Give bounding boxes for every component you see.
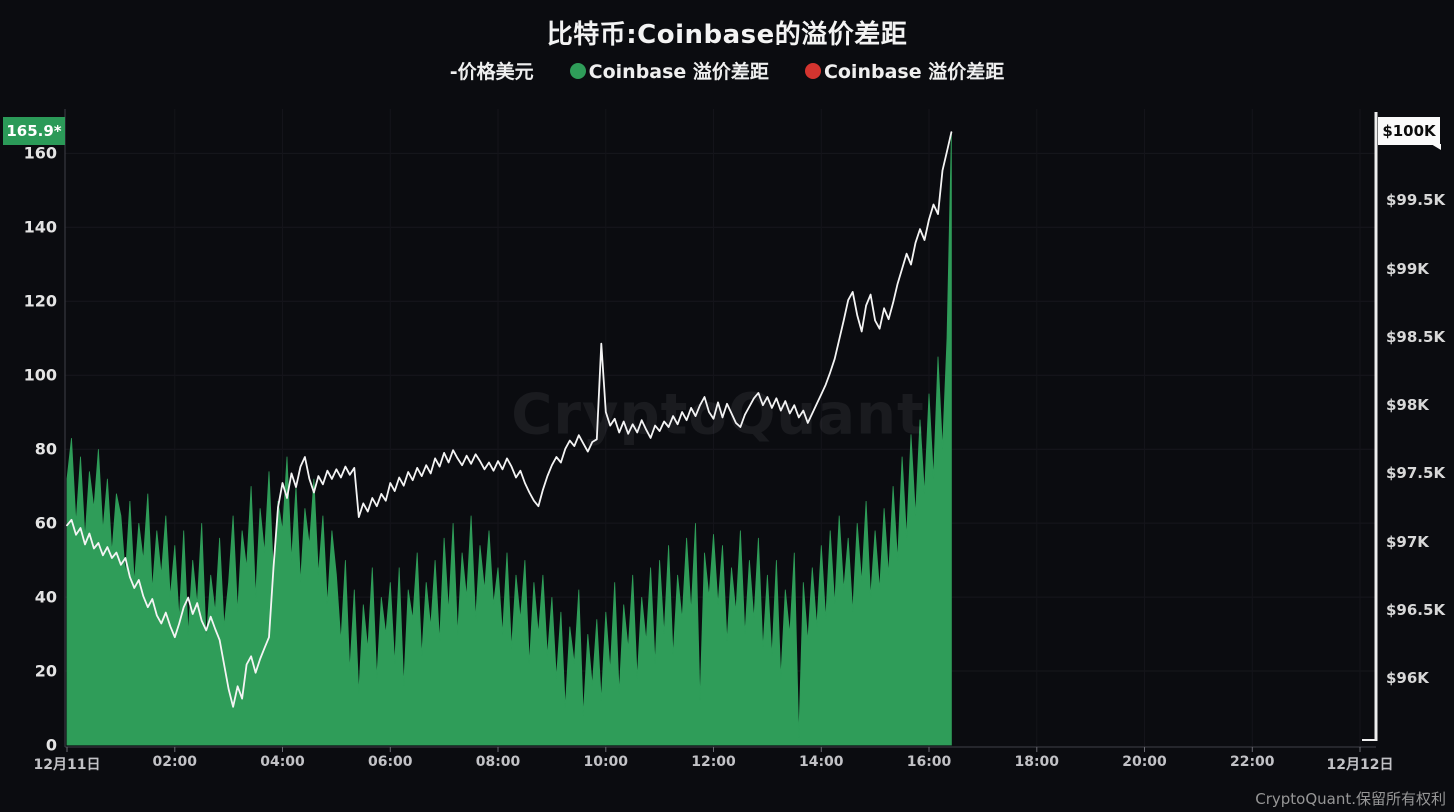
legend-item-premium-positive[interactable]: Coinbase 溢价差距 xyxy=(569,57,769,84)
axis-tick-label: 60 xyxy=(34,513,57,533)
axis-tick-label: 22:00 xyxy=(1229,754,1275,770)
axis-tick-label: $96.5K xyxy=(1386,600,1446,619)
axis-tick-label: 20 xyxy=(34,661,57,681)
axis-tick-label: 12月11日 xyxy=(33,757,101,773)
legend-label: Coinbase 溢价差距 xyxy=(823,61,1005,83)
axis-tick-label: 120 xyxy=(23,291,57,311)
legend-item-premium-negative[interactable]: Coinbase 溢价差距 xyxy=(804,57,1005,84)
axis-tick-label: 160 xyxy=(23,143,57,163)
axis-tick-label: 04:00 xyxy=(260,754,305,770)
axis-tick-label: $97.5K xyxy=(1386,464,1446,483)
axis-tick-label: 40 xyxy=(34,587,57,607)
axis-tick-label: $99K xyxy=(1386,259,1429,278)
axis-tick-label: 08:00 xyxy=(475,754,521,770)
chart-legend: -价格美元 Coinbase 溢价差距 Coinbase 溢价差距 xyxy=(0,57,1454,84)
axis-tick-label: 14:00 xyxy=(798,754,844,770)
last-price-badge: $100K xyxy=(1378,117,1441,150)
legend-label: Coinbase 溢价差距 xyxy=(588,61,769,83)
axis-tick-label: $99.5K xyxy=(1386,191,1446,210)
axis-tick-label: 100 xyxy=(23,365,57,385)
axis-tick-label: 12月12日 xyxy=(1326,757,1394,773)
last-value-badge: 165.9* xyxy=(3,117,65,145)
legend-item-price-usd[interactable]: -价格美元 xyxy=(450,57,534,84)
axis-tick-label: 0 xyxy=(45,735,57,755)
axis-tick-label: 06:00 xyxy=(367,754,413,770)
axis-tick-label: 80 xyxy=(34,439,57,459)
chart-title: 比特币:Coinbase的溢价差距 xyxy=(546,20,908,50)
axis-tick-label: 10:00 xyxy=(583,754,629,770)
axis-tick-label: 20:00 xyxy=(1122,754,1167,770)
axis-tick-label: 02:00 xyxy=(152,754,198,770)
axis-tick-label: 12:00 xyxy=(691,754,736,770)
axis-tick-label: $98K xyxy=(1386,396,1429,415)
axis-tick-label: $97K xyxy=(1386,532,1429,551)
legend-label: -价格美元 xyxy=(449,61,534,83)
copyright-text: CryptoQuant.保留所有权利 xyxy=(1255,790,1446,808)
green-dot-icon xyxy=(569,62,586,79)
axis-tick-label: $98.5K xyxy=(1386,327,1446,346)
axis-tick-label: 16:00 xyxy=(906,754,952,770)
axis-tick-label: $96K xyxy=(1386,669,1429,688)
axis-tick-label: 140 xyxy=(23,217,57,237)
red-dot-icon xyxy=(804,62,821,79)
axis-tick-label: 18:00 xyxy=(1014,754,1060,770)
